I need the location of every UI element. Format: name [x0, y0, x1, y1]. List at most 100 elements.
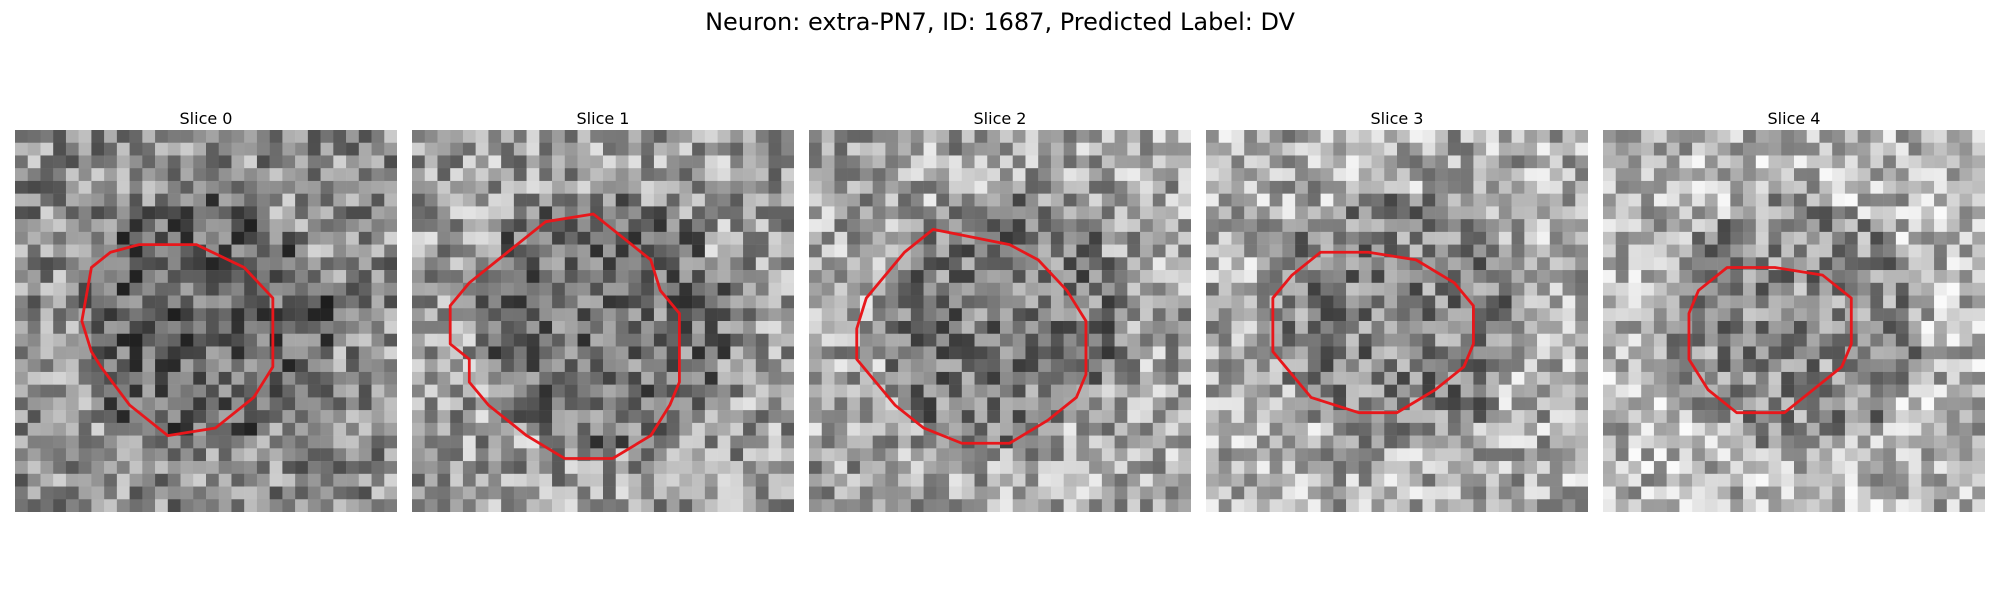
- pixel: [1140, 448, 1154, 462]
- pixel: [358, 321, 372, 334]
- pixel: [692, 384, 706, 398]
- pixel: [1486, 219, 1500, 233]
- pixel: [1038, 295, 1052, 309]
- pixel: [1435, 410, 1449, 424]
- pixel: [1025, 155, 1039, 169]
- pixel: [1000, 359, 1013, 373]
- pixel: [40, 155, 54, 169]
- pixel: [1012, 473, 1026, 487]
- pixel: [1666, 180, 1680, 194]
- pixel: [412, 448, 425, 462]
- pixel: [603, 435, 616, 449]
- pixel: [936, 461, 950, 475]
- pixel: [1114, 397, 1128, 411]
- pixel: [1140, 321, 1154, 334]
- pixel: [885, 486, 899, 500]
- pixel: [603, 346, 616, 360]
- pixel: [730, 244, 744, 258]
- pixel: [1717, 282, 1731, 296]
- pixel: [526, 168, 540, 182]
- pixel: [501, 371, 515, 385]
- pixel: [1870, 371, 1884, 385]
- pixel: [539, 486, 553, 500]
- pixel: [1447, 448, 1461, 462]
- pixel: [1333, 295, 1347, 309]
- pixel: [1895, 359, 1909, 373]
- pixel: [898, 231, 912, 245]
- pixel: [1768, 448, 1782, 462]
- pixel: [704, 193, 718, 207]
- pixel: [1524, 410, 1538, 424]
- pixel: [577, 333, 591, 347]
- pixel: [1140, 422, 1154, 436]
- pixel: [859, 499, 873, 512]
- pixel: [1384, 193, 1398, 207]
- pixel: [1206, 435, 1219, 449]
- pixel: [1870, 499, 1884, 512]
- pixel: [961, 193, 975, 207]
- pixel: [1666, 321, 1680, 334]
- pixel: [450, 257, 464, 271]
- pixel: [526, 270, 540, 284]
- pixel: [1730, 244, 1744, 258]
- pixel: [1562, 244, 1576, 258]
- pixel: [1537, 346, 1551, 360]
- pixel: [424, 473, 438, 487]
- pixel: [1549, 257, 1563, 271]
- pixel: [821, 422, 835, 436]
- pixel: [1089, 219, 1103, 233]
- pixel: [1666, 473, 1680, 487]
- pixel: [949, 206, 963, 220]
- pixel: [1025, 461, 1039, 475]
- pixel: [1178, 231, 1191, 245]
- pixel: [552, 346, 566, 360]
- pixel: [475, 130, 489, 143]
- pixel: [615, 384, 629, 398]
- pixel: [1575, 142, 1588, 156]
- pixel: [1641, 308, 1655, 322]
- pixel: [590, 142, 604, 156]
- pixel: [501, 193, 515, 207]
- pixel: [1679, 397, 1693, 411]
- pixel: [167, 282, 181, 296]
- pixel: [949, 308, 963, 322]
- pixel: [384, 142, 397, 156]
- pixel: [628, 244, 642, 258]
- pixel: [15, 193, 28, 207]
- pixel: [1063, 193, 1077, 207]
- pixel: [653, 244, 667, 258]
- pixel: [1050, 473, 1064, 487]
- pixel: [333, 244, 347, 258]
- pixel: [1819, 155, 1833, 169]
- pixel: [1806, 142, 1820, 156]
- pixel: [1447, 180, 1461, 194]
- pixel: [1704, 346, 1718, 360]
- pixel: [501, 333, 515, 347]
- pixel: [1231, 155, 1245, 169]
- pixel: [475, 435, 489, 449]
- pixel: [1269, 219, 1283, 233]
- pixel: [552, 359, 566, 373]
- pixel: [1615, 333, 1629, 347]
- pixel: [1384, 384, 1398, 398]
- pixel: [1653, 130, 1667, 143]
- pixel: [1934, 219, 1948, 233]
- pixel: [501, 180, 515, 194]
- pixel: [1140, 410, 1154, 424]
- pixel: [116, 486, 130, 500]
- pixel: [1140, 371, 1154, 385]
- pixel: [717, 295, 731, 309]
- pixel: [15, 308, 28, 322]
- pixel: [781, 321, 794, 334]
- pixel: [1692, 422, 1706, 436]
- pixel: [282, 270, 296, 284]
- pixel: [180, 308, 194, 322]
- pixel: [704, 308, 718, 322]
- pixel: [1218, 448, 1232, 462]
- pixel: [628, 295, 642, 309]
- pixel: [1218, 282, 1232, 296]
- pixel: [1806, 333, 1820, 347]
- pixel: [1908, 206, 1922, 220]
- pixel: [539, 397, 553, 411]
- pixel: [1704, 206, 1718, 220]
